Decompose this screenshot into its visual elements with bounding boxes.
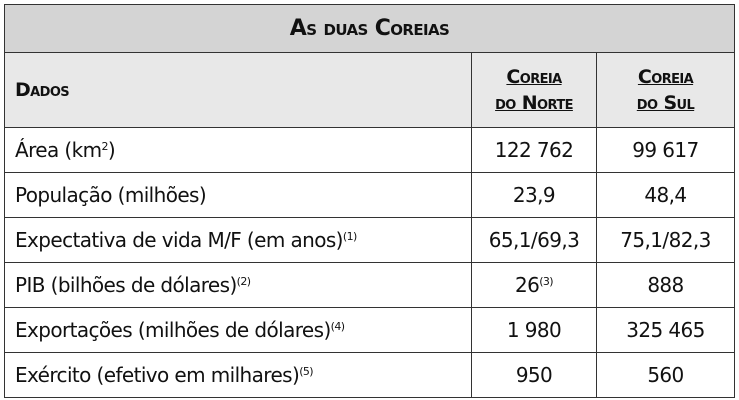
north-cell: 1 980	[471, 307, 597, 353]
north-value: 26	[514, 273, 540, 297]
data-row: População (milhões) 23,9 48,4	[4, 172, 735, 218]
row-label: Área (km	[15, 138, 102, 162]
south-cell: 325 465	[596, 307, 735, 353]
footnote-mark: (5)	[299, 365, 313, 378]
row-label: PIB (bilhões de dólares)	[15, 273, 237, 297]
header-line: Coreia	[506, 66, 562, 88]
south-cell: 48,4	[596, 172, 735, 218]
north-cell: 26(3)	[471, 262, 597, 308]
south-value: 560	[647, 363, 684, 387]
footnote-mark: (4)	[330, 320, 345, 333]
row-label: Exército (efetivo em milhares)	[15, 363, 300, 387]
header-north: Coreia do Norte	[471, 52, 597, 128]
row-label-cell: PIB (bilhões de dólares)(2)	[4, 262, 472, 308]
south-value: 99 617	[632, 138, 699, 162]
row-label-cell: População (milhões)	[4, 172, 472, 218]
header-line: do Norte	[495, 92, 573, 114]
footnote-mark: 2	[101, 140, 108, 153]
north-cell: 950	[471, 352, 597, 398]
row-label-cell: Exército (efetivo em milhares)(5)	[4, 352, 472, 398]
north-cell: 23,9	[471, 172, 597, 218]
north-value: 950	[515, 363, 553, 387]
row-label-cell: Expectativa de vida M/F (em anos)(1)	[4, 217, 472, 263]
south-value: 325 465	[626, 318, 705, 342]
north-value: 23,9	[512, 183, 556, 207]
data-row: Expectativa de vida M/F (em anos)(1) 65,1…	[4, 217, 735, 263]
north-value: 65,1/69,3	[488, 228, 580, 252]
footnote-mark: (3)	[539, 275, 554, 288]
north-value: 1 980	[506, 318, 562, 342]
south-value: 75,1/82,3	[620, 228, 711, 252]
header-line: do Sul	[636, 92, 695, 114]
row-label-tail: )	[107, 138, 116, 162]
row-label: Expectativa de vida M/F (em anos)	[15, 228, 343, 252]
row-label: População (milhões)	[15, 183, 207, 207]
korea-table: As duas Coreias Dados Coreia do Norte Cor…	[4, 4, 735, 398]
south-cell: 99 617	[596, 127, 735, 173]
south-cell: 560	[596, 352, 735, 398]
south-cell: 888	[596, 262, 735, 308]
table-title: As duas Coreias	[4, 4, 735, 53]
row-label: Exportações (milhões de dólares)	[15, 318, 331, 342]
data-row: Área (km2) 122 762 99 617	[4, 127, 735, 173]
header-south: Coreia do Sul	[596, 52, 735, 128]
north-cell: 122 762	[471, 127, 597, 173]
data-row: Exército (efetivo em milhares)(5) 950 560	[4, 352, 735, 398]
data-row: Exportações (milhões de dólares)(4) 1 980…	[4, 307, 735, 353]
north-value: 122 762	[494, 138, 574, 162]
row-label-cell: Exportações (milhões de dólares)(4)	[4, 307, 472, 353]
footnote-mark: (1)	[342, 230, 357, 243]
data-row: PIB (bilhões de dólares)(2) 26(3) 888	[4, 262, 735, 308]
header-line: Coreia	[637, 66, 694, 88]
footnote-mark: (2)	[236, 275, 251, 288]
row-label-cell: Área (km2)	[4, 127, 472, 173]
south-value: 48,4	[644, 183, 687, 207]
south-value: 888	[647, 273, 684, 297]
title-row: As duas Coreias	[4, 4, 735, 53]
north-cell: 65,1/69,3	[471, 217, 597, 263]
header-row: Dados Coreia do Norte Coreia do Sul	[4, 52, 735, 128]
header-data: Dados	[4, 52, 472, 128]
south-cell: 75,1/82,3	[596, 217, 735, 263]
